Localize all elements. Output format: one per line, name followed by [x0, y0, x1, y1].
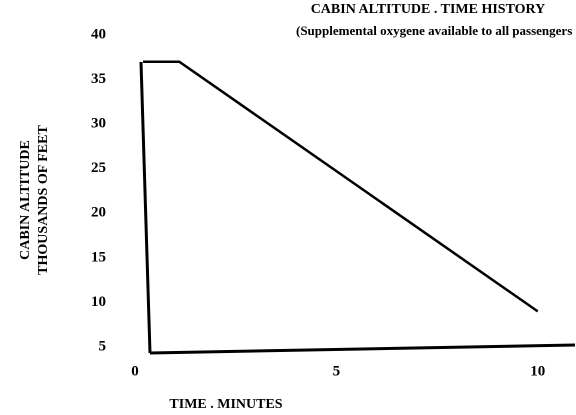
x-tick-label: 10	[530, 363, 545, 379]
x-tick-label: 0	[131, 363, 139, 379]
y-tick-label: 10	[91, 294, 106, 310]
y-tick-label: 25	[91, 160, 106, 176]
y-axis	[139, 61, 152, 354]
y-tick-label: 40	[91, 26, 106, 42]
y-tick-label: 30	[91, 116, 106, 132]
chart-title: CABIN ALTITUDE . TIME HISTORY	[311, 2, 546, 17]
x-tick-label: 5	[333, 363, 341, 379]
y-axis-label-line: THOUSANDS OF FEET	[36, 125, 51, 275]
y-axis-label: CABIN ALTITUDE THOUSANDS OF FEET	[18, 125, 51, 275]
chart-subtitle: (Supplemental oxygene available to all p…	[296, 23, 576, 38]
y-tick-label: 5	[99, 338, 107, 354]
x-axis	[149, 343, 576, 355]
y-tick-label: 15	[91, 249, 106, 265]
x-axis-label: TIME . MINUTES	[169, 397, 282, 412]
data-line	[143, 60, 539, 313]
y-tick-label: 35	[91, 71, 106, 87]
y-tick-label: 20	[91, 205, 106, 221]
y-axis-label-line: CABIN ALTITUDE	[18, 140, 33, 260]
